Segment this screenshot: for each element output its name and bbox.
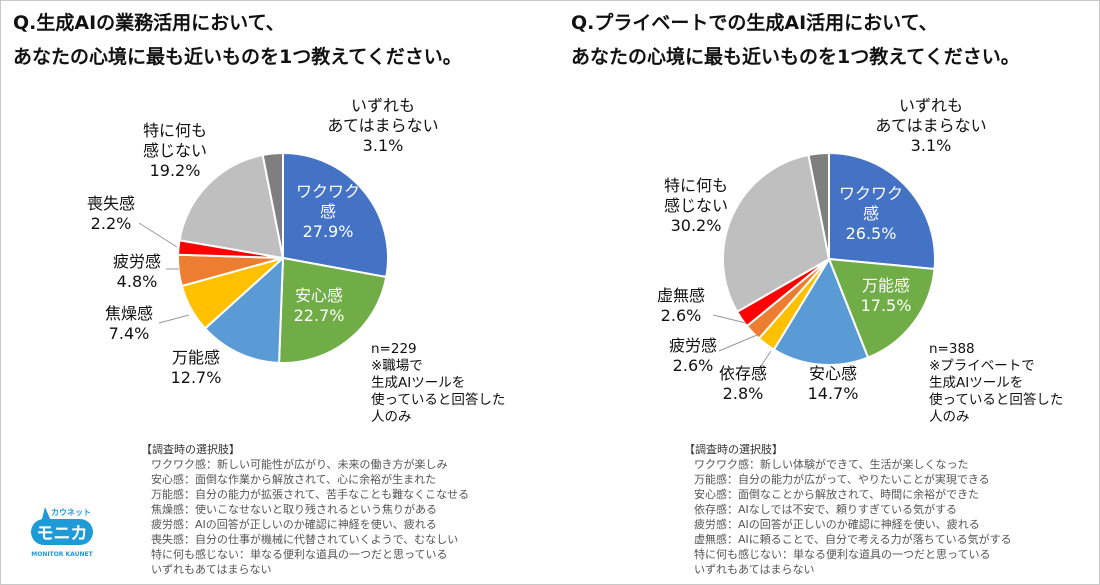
slice-label: 感じない: [664, 196, 728, 215]
svg-text:カウネット: カウネット: [51, 507, 91, 517]
slice-label: 感: [320, 202, 336, 221]
pie-slice: [278, 256, 388, 364]
legend-item: いずれもあてはまらない: [151, 563, 272, 576]
legend-item: 疲労感：AIの回答が正しいのか確認に神経を使い、疲れる: [151, 517, 437, 531]
legend-item: 万能感：自分の能力が拡張されて、苦手なことも難なくこなせる: [151, 487, 469, 501]
slice-value-label: 30.2%: [671, 216, 722, 235]
legend-item: 焦燥感：使いこなせないと取り残されるという焦りがある: [151, 502, 437, 516]
slice-value-label: 27.9%: [303, 222, 354, 241]
slice-value-label: 12.7%: [171, 368, 222, 387]
pie-slice: [261, 151, 284, 259]
slice-value-label: 2.8%: [723, 384, 764, 403]
slice-value-label: 4.8%: [117, 272, 158, 291]
slice-value-label: 22.7%: [294, 306, 345, 325]
pie-chart-1: Q.生成AIの業務活用において、あなたの心境に最も近いものを1つ教えてください。…: [13, 11, 505, 576]
chart-title-line: あなたの心境に最も近いものを1つ教えてください。: [571, 45, 1020, 68]
pie-slice: [722, 153, 831, 314]
sample-note: ※プライベートで: [929, 358, 1035, 374]
slice-label: あてはまらない: [875, 116, 986, 135]
slice-label: 感: [863, 204, 879, 223]
chart-title-line: あなたの心境に最も近いものを1つ教えてください。: [13, 45, 462, 68]
sample-note: 使っていると回答した: [371, 391, 505, 408]
slice-value-label: 19.2%: [150, 161, 201, 180]
leader-line: [138, 222, 178, 248]
sample-note: n=388: [929, 341, 975, 357]
slice-label: ワクワク: [296, 182, 360, 201]
slice-label: 万能感: [862, 276, 910, 295]
slice-label: 感じない: [143, 141, 207, 160]
slice-label: 疲労感: [113, 252, 161, 271]
legend-item: 特に何も感じない：単なる便利な道具の一つだと思っている: [151, 547, 447, 561]
leader-line: [712, 314, 747, 324]
slice-value-label: 26.5%: [846, 224, 897, 243]
sample-note: 人のみ: [929, 409, 970, 425]
slice-value-label: 17.5%: [861, 296, 912, 315]
legend-item: 疲労感：AIの回答が正しいのか確認に神経を使い、疲れる: [694, 517, 980, 531]
slice-value-label: 2.2%: [91, 214, 132, 233]
sample-note: 生成AIツールを: [371, 375, 465, 391]
slice-label: あてはまらない: [327, 116, 438, 135]
slice-value-label: 3.1%: [911, 136, 952, 155]
pie-slice: [203, 255, 285, 364]
legend-item: 安心感：面倒なことから解放されて、時間に余裕ができた: [694, 487, 979, 501]
slice-label: いずれも: [351, 96, 415, 115]
pie-slice: [178, 153, 285, 260]
legend-item: ワクワク感：新しい体験ができて、生活が楽しくなった: [694, 457, 968, 471]
leader-line: [718, 334, 758, 352]
sample-note: n=229: [371, 341, 417, 357]
slice-label: 特に何も: [143, 121, 207, 140]
slice-label: 依存感: [719, 364, 767, 383]
svg-text:MONITOR KAUNET: MONITOR KAUNET: [31, 551, 93, 558]
slice-value-label: 3.1%: [363, 136, 404, 155]
slice-value-label: 7.4%: [109, 324, 150, 343]
monika-logo: カウネット モニカ MONITOR KAUNET: [31, 507, 94, 558]
pie-slice: [827, 257, 936, 359]
chart-title-line: Q.生成AIの業務活用において、: [13, 11, 285, 34]
slice-label: いずれも: [899, 96, 963, 115]
sample-note: 生成AIツールを: [929, 375, 1023, 391]
slice-label: 虚無感: [657, 286, 705, 305]
legend-item: 安心感：面倒な作業から解放されて、心に余裕が生まれた: [151, 472, 436, 486]
slice-label: ワクワク: [839, 184, 903, 203]
legend-title: 【調査時の選択肢】: [684, 442, 783, 456]
legend-item: 万能感：自分の能力が広がって、やりたいことが実現できる: [694, 472, 990, 486]
legend-title: 【調査時の選択肢】: [141, 442, 240, 456]
leader-line: [158, 314, 190, 324]
leader-line: [758, 350, 772, 370]
chart-title-line: Q.プライベートでの生成AI活用において、: [571, 11, 938, 34]
slice-value-label: 2.6%: [661, 306, 702, 325]
sample-note: 使っていると回答した: [929, 391, 1063, 408]
pie-slice: [828, 151, 936, 271]
slice-label: 疲労感: [669, 336, 717, 355]
slice-label: 特に何も: [664, 176, 728, 195]
pie-slice: [772, 256, 870, 366]
slice-label: 焦燥感: [105, 304, 153, 323]
slice-value-label: 14.7%: [808, 384, 859, 403]
legend-item: 虚無感：AIに頼ることで、自分で考える力が落ちている気がする: [694, 532, 1012, 546]
pie-chart-2: Q.プライベートでの生成AI活用において、あなたの心境に最も近いものを1つ教えて…: [571, 11, 1063, 576]
legend-item: 依存感：AIなしでは不安で、頼りすぎている気がする: [694, 502, 957, 516]
slice-value-label: 2.6%: [673, 356, 714, 375]
svg-text:モニカ: モニカ: [37, 524, 88, 544]
legend-item: いずれもあてはまらない: [694, 563, 815, 576]
slice-label: 喪失感: [87, 194, 135, 213]
pie-slice: [807, 151, 830, 260]
legend-item: 喪失感：自分の仕事が機械に代替されていくようで、むなしい: [151, 532, 458, 546]
sample-note: ※職場で: [371, 358, 423, 374]
legend-item: ワクワク感：新しい可能性が広がり、未来の働き方が楽しみ: [151, 457, 448, 471]
legend-item: 特に何も感じない：単なる便利な道具の一つだと思っている: [694, 547, 990, 561]
slice-label: 安心感: [295, 286, 343, 305]
slice-label: 万能感: [172, 348, 220, 367]
sample-note: 人のみ: [371, 409, 412, 425]
slice-label: 安心感: [809, 364, 857, 383]
pie-slice: [282, 151, 389, 279]
